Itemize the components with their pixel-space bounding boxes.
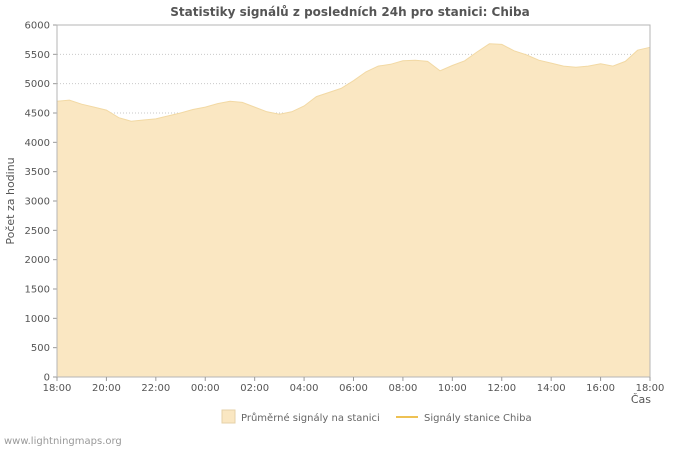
x-tick-label: 02:00 [240,383,269,394]
legend: Průměrné signály na stanici Signály stan… [221,409,532,424]
plot-area: 0 500 1000 1500 2000 2500 3000 3500 4000 4500 5000… [25,21,665,395]
x-tick-label: 04:00 [290,383,319,394]
legend-label-line-series: Signály stanice Chiba [424,412,532,424]
y-tick-label: 5000 [25,79,50,90]
y-axis-label: Počet za hodinu [4,157,17,244]
chart-title: Statistiky signálů z posledních 24h pro … [170,5,529,19]
x-tick-label: 22:00 [141,383,170,394]
y-tick-label: 3000 [25,197,50,208]
legend-swatch-area-series [221,409,236,424]
area-series-edge [56,43,651,122]
legend-label-area-series: Průměrné signály na stanici [241,412,380,424]
y-tick-label: 0 [44,373,50,384]
area-series [57,43,650,378]
x-tick-label: 06:00 [339,383,368,394]
watermark: www.lightningmaps.org [4,436,122,447]
x-tick-label: 20:00 [92,383,121,394]
x-tick-label: 18:00 [636,383,665,394]
y-tick-label: 6000 [25,21,50,32]
x-tick-label: 16:00 [586,383,615,394]
y-tick-label: 1000 [25,314,50,325]
x-tick-label: 00:00 [191,383,220,394]
y-tick-label: 1500 [25,285,50,296]
x-tick-label: 18:00 [43,383,72,394]
x-tick-label: 08:00 [389,383,418,394]
y-tick-label: 500 [31,343,50,354]
x-axis-label: Čas [631,393,651,406]
x-tick-label: 14:00 [537,383,566,394]
y-tick-label: 3500 [25,167,50,178]
y-tick-label: 4500 [25,109,50,120]
y-tick-label: 2500 [25,226,50,237]
y-tick-label: 5500 [25,50,50,61]
y-tick-label: 2000 [25,255,50,266]
x-tick-label: 10:00 [438,383,467,394]
x-tick-label: 12:00 [487,383,516,394]
y-tick-label: 4000 [25,138,50,149]
